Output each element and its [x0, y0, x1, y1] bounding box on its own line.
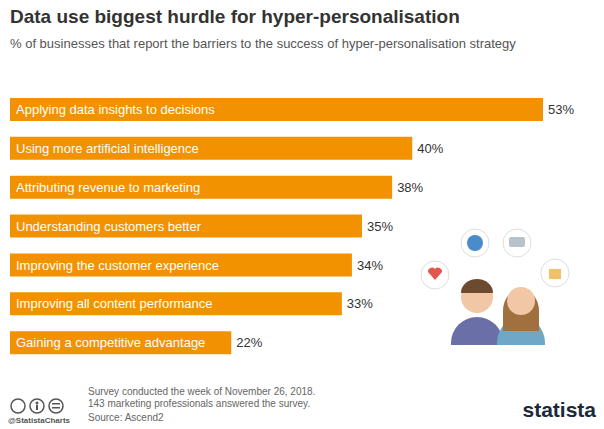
svg-text:22%: 22%: [236, 335, 262, 350]
svg-text:40%: 40%: [417, 141, 443, 156]
svg-text:Applying data insights to deci: Applying data insights to decisions: [16, 102, 215, 117]
svg-text:Gaining a competitive advantag: Gaining a competitive advantage: [16, 335, 205, 350]
svg-text:Attributing revenue to marketi: Attributing revenue to marketing: [16, 180, 200, 195]
html-text:% of businesses that report th: % of businesses that report the barriers…: [10, 36, 516, 51]
svg-text:53%: 53%: [548, 102, 574, 117]
html-text:@StatistaCharts: @StatistaCharts: [8, 416, 70, 425]
svg-text:Improving the customer experie: Improving the customer experience: [16, 258, 219, 273]
html-text:Data use biggest hurdle for hy: Data use biggest hurdle for hyper-person…: [10, 6, 460, 27]
svg-text:35%: 35%: [367, 219, 393, 234]
svg-text:Understanding customers better: Understanding customers better: [16, 219, 202, 234]
svg-text:38%: 38%: [397, 180, 423, 195]
html-text:statista: statista: [522, 398, 596, 421]
svg-text:Improving all content performa: Improving all content performance: [16, 296, 213, 311]
svg-text:34%: 34%: [357, 258, 383, 273]
svg-text:Using more artificial intellig: Using more artificial intelligence: [16, 141, 199, 156]
html-text:Survey conducted the week of N: Survey conducted the week of November 26…: [88, 386, 316, 397]
svg-text:33%: 33%: [347, 296, 373, 311]
html-text:Source: Ascend2: Source: Ascend2: [88, 412, 164, 423]
html-text:143 marketing professionals an: 143 marketing professionals answered the…: [88, 398, 311, 409]
